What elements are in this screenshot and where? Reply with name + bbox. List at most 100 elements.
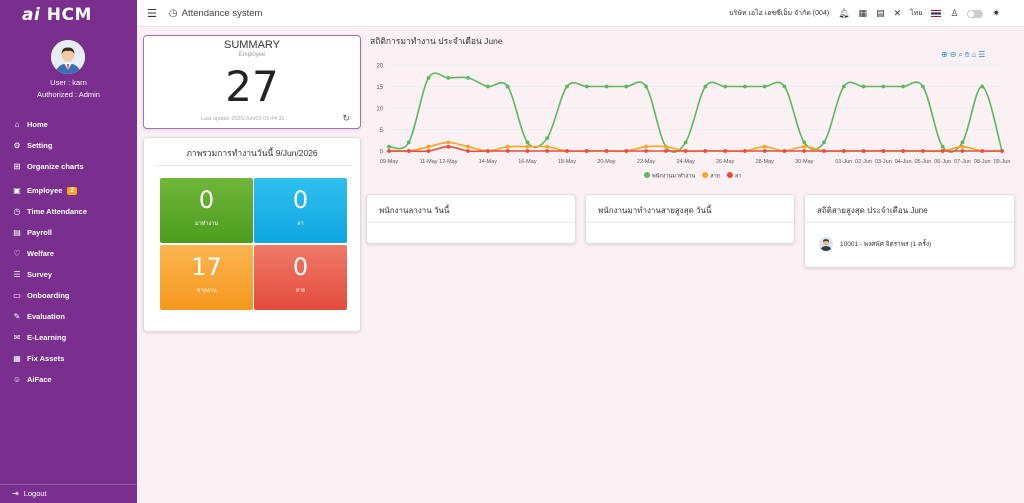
logout-icon: ⇥: [12, 489, 19, 498]
data-point: [426, 76, 431, 80]
data-point: [545, 149, 550, 153]
legend-label-0: พนักงานมาทำงาน: [652, 173, 695, 180]
assets-icon: ▦: [13, 354, 21, 363]
sidebar-item-e-learning[interactable]: ✉ E-Learning: [13, 333, 67, 342]
x-tick-label: 26-May: [716, 159, 735, 165]
zoom-in-icon[interactable]: ⊕: [941, 50, 948, 59]
pan-icon[interactable]: ✋︎: [964, 50, 970, 59]
data-point: [802, 140, 807, 145]
today-overview-card: ภาพรวมการทำงานวันนี้ 9/Jun/2026 0 มาทำงาน…: [143, 137, 361, 332]
onboarding-icon: ▭: [13, 291, 21, 300]
y-tick-label: 20: [376, 64, 383, 70]
zoom-out-icon[interactable]: ⊖: [949, 50, 957, 59]
data-point: [387, 149, 391, 153]
data-point: [921, 149, 925, 153]
x-tick-label: 07-Jun: [954, 159, 971, 165]
legend-marker-0: [644, 172, 650, 178]
data-point: [545, 144, 550, 149]
theme-toggle[interactable]: [967, 9, 984, 18]
reset-home-icon[interactable]: ⌂: [971, 50, 977, 59]
data-point: [921, 84, 925, 89]
sidebar-item-survey[interactable]: ☰ Survey: [13, 270, 53, 279]
data-point: [822, 140, 826, 145]
payroll-icon: ▤: [13, 228, 21, 237]
data-point: [525, 140, 530, 145]
face-icon: ☺: [12, 375, 22, 384]
tile-late[interactable]: 0 สาย: [254, 245, 347, 310]
data-point: [1000, 149, 1004, 153]
x-tick-label: 22-May: [637, 159, 656, 165]
data-point: [762, 149, 767, 153]
legend-marker-1: [702, 172, 709, 178]
chart-menu-icon[interactable]: ☰: [978, 50, 986, 59]
y-tick-label: 15: [376, 85, 383, 91]
leave-today-panel: พนักงานลางาน วันนี้: [366, 194, 576, 244]
sidebar-divider: [0, 484, 137, 485]
sidebar-item-employee[interactable]: ▣ Employee 2: [12, 180, 137, 201]
x-tick-label: 11-May: [420, 159, 438, 165]
tools-icon[interactable]: ✕: [893, 8, 902, 18]
app-logo[interactable]: ai HCM: [22, 5, 92, 25]
logout-button[interactable]: ⇥ Logout: [12, 489, 47, 498]
sidebar-item-home[interactable]: ⌂ Home: [12, 114, 137, 135]
sidebar-item-organize-charts[interactable]: ⊞ Organize charts: [13, 162, 84, 171]
data-point: [901, 84, 906, 89]
tile-leave[interactable]: 0 ลา: [254, 178, 347, 243]
gear-icon: ⚙: [13, 141, 21, 150]
bell-icon[interactable]: 🔔︎: [838, 8, 850, 18]
x-tick-label: 24-May: [676, 159, 695, 165]
data-point: [485, 149, 490, 153]
sidebar-item-fix-assets[interactable]: ▦ Fix Assets: [13, 354, 65, 363]
thai-flag-icon[interactable]: [931, 10, 942, 17]
language-label[interactable]: ไทย: [910, 10, 923, 17]
data-point: [703, 149, 708, 153]
evaluation-icon: ✎: [13, 312, 21, 321]
apps-grid-icon[interactable]: ▦: [858, 8, 868, 18]
data-point: [861, 84, 866, 89]
data-point: [584, 149, 589, 153]
sidebar-item-evaluation[interactable]: ✎ Evaluation: [13, 312, 65, 321]
data-point: [505, 149, 510, 153]
data-point: [446, 140, 451, 145]
data-point: [940, 149, 945, 153]
tile-present[interactable]: 0 มาทำงาน: [160, 178, 253, 243]
data-point: [604, 149, 609, 153]
chart-toolbar: ⊕ ⊖ ⌕ ✋︎ ⌂ ☰: [941, 50, 985, 60]
data-point: [723, 84, 728, 89]
sidebar-item-welfare[interactable]: ♡ Welfare: [13, 249, 54, 258]
sidebar-item-payroll[interactable]: ▤ Payroll: [13, 228, 53, 237]
data-point: [841, 149, 846, 153]
top-header: ☰ ◷ Attendance system บริษัท เอไอ เอชซีเ…: [137, 0, 1024, 27]
data-point: [505, 144, 510, 149]
x-tick-label: 20-May: [597, 159, 616, 165]
tile-absent[interactable]: 17 ขาดงาน: [160, 245, 253, 310]
zoom-select-icon[interactable]: ⌕: [958, 50, 963, 59]
sidebar-item-time-attendance[interactable]: ◷ Time Attendance: [13, 207, 88, 216]
menu-toggle-icon[interactable]: ☰: [147, 7, 157, 20]
refresh-icon[interactable]: ↻: [342, 113, 350, 123]
leave-today-title: พนักงานลางาน วันนี้: [379, 206, 450, 215]
late-employee-row[interactable]: 10001 - พงศพัศ จิตราพร (1 ครั้ง): [819, 237, 931, 251]
x-tick-label: 01-Jun: [835, 159, 852, 165]
data-point: [466, 76, 470, 80]
clock-icon: ◷: [168, 7, 178, 19]
survey-icon: ☰: [13, 270, 21, 279]
summary-subtitle: Employee: [238, 52, 266, 58]
legend-label-2: ลา: [735, 174, 741, 180]
late-today-title: พนักงานมาทำงานสายสูงสุด วันนี้: [598, 206, 712, 215]
company-name[interactable]: บริษัท เอไอ เอชซีเอ็ม จำกัด (004): [729, 10, 830, 17]
sidebar-item-onboarding[interactable]: ▭ Onboarding: [13, 291, 70, 300]
late-month-panel: สถิติสายสูงสุด ประจำเดือน June 10001 - พ…: [804, 194, 1015, 268]
sidebar-item-aiface[interactable]: ☺ AiFace: [12, 375, 52, 384]
x-tick-label: 09-May: [380, 159, 399, 165]
data-point: [624, 149, 629, 153]
sidebar-item-setting[interactable]: ⚙ Setting: [13, 141, 53, 150]
overview-divider: [155, 165, 352, 166]
series-line-2: [389, 145, 1002, 153]
data-point: [406, 140, 411, 145]
data-point: [901, 149, 906, 153]
x-tick-label: 04-Jun: [895, 159, 912, 165]
document-icon[interactable]: ▤: [876, 8, 885, 18]
user-icon[interactable]: ♙: [950, 8, 959, 18]
employee-count: 27: [225, 62, 279, 111]
